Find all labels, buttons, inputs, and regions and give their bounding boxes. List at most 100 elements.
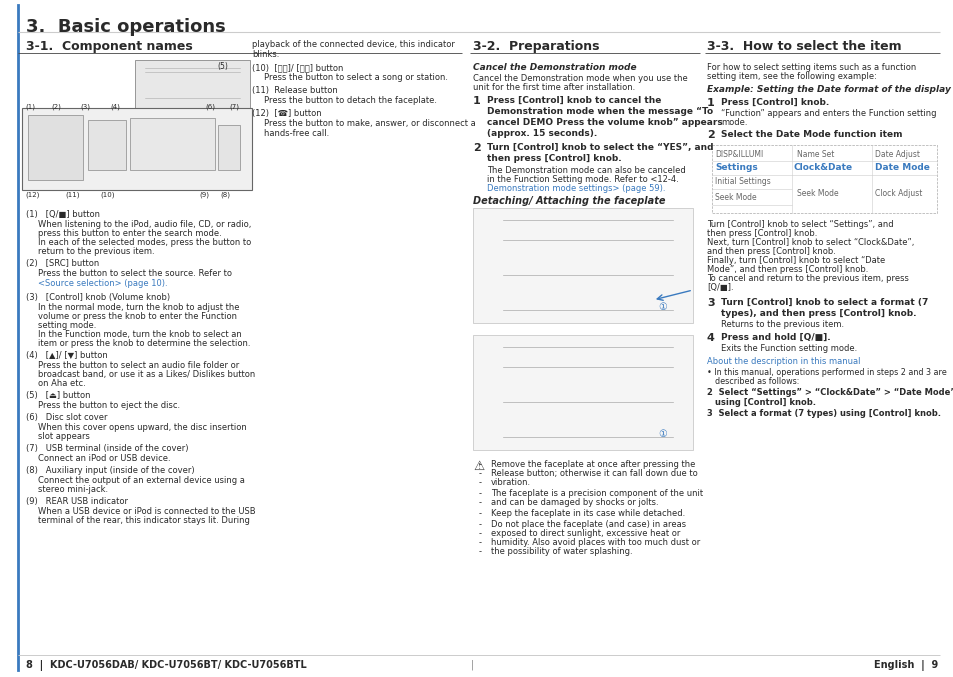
Text: DISP&ILLUMI: DISP&ILLUMI	[714, 150, 762, 159]
Text: on Aha etc.: on Aha etc.	[38, 379, 86, 388]
Text: Turn [Control] knob to select a format (7: Turn [Control] knob to select a format (…	[720, 298, 927, 307]
Text: (4): (4)	[110, 103, 120, 110]
Text: When listening to the iPod, audio file, CD, or radio,: When listening to the iPod, audio file, …	[38, 220, 251, 229]
Text: (5): (5)	[216, 62, 228, 71]
Text: Do not place the faceplate (and case) in areas: Do not place the faceplate (and case) in…	[491, 520, 685, 529]
Text: (3)   [Control] knob (Volume knob): (3) [Control] knob (Volume knob)	[26, 293, 170, 302]
Text: Next, turn [Control] knob to select “Clock&Date”,: Next, turn [Control] knob to select “Clo…	[706, 238, 913, 247]
Text: (6)   Disc slot cover: (6) Disc slot cover	[26, 413, 108, 422]
Text: Turn [Control] knob to select the “YES”, and: Turn [Control] knob to select the “YES”,…	[486, 143, 713, 152]
Text: -: -	[478, 509, 481, 518]
Text: (7)   USB terminal (inside of the cover): (7) USB terminal (inside of the cover)	[26, 444, 189, 453]
Bar	[218, 125, 240, 170]
Bar	[130, 118, 214, 170]
Text: vibration.: vibration.	[491, 478, 531, 487]
Text: Keep the faceplate in its case while detached.: Keep the faceplate in its case while det…	[491, 509, 684, 518]
Text: stereo mini-jack.: stereo mini-jack.	[38, 485, 108, 494]
Text: cancel DEMO Press the volume knob” appears: cancel DEMO Press the volume knob” appea…	[486, 118, 722, 127]
Text: mode.: mode.	[720, 118, 747, 127]
Text: then press [Control] knob.: then press [Control] knob.	[486, 154, 621, 163]
Text: the possibility of water splashing.: the possibility of water splashing.	[491, 547, 632, 556]
Text: [Q/■].: [Q/■].	[706, 283, 733, 292]
Text: (8): (8)	[220, 192, 230, 198]
Text: 1: 1	[473, 96, 480, 106]
Text: 1: 1	[706, 98, 714, 108]
Text: Press the button to select the source. Refer to: Press the button to select the source. R…	[38, 269, 232, 278]
Text: Press and hold [Q/■].: Press and hold [Q/■].	[720, 333, 830, 342]
Text: Press the button to select an audio file folder or: Press the button to select an audio file…	[38, 361, 239, 370]
Text: then press [Control] knob.: then press [Control] knob.	[706, 229, 817, 238]
Text: About the description in this manual: About the description in this manual	[706, 357, 860, 366]
Bar	[22, 108, 252, 190]
Text: 3: 3	[706, 298, 714, 308]
Text: -: -	[478, 547, 481, 556]
Text: in the Function Setting mode. Refer to <12-4.: in the Function Setting mode. Refer to <…	[486, 175, 678, 184]
Text: -: -	[478, 498, 481, 507]
Text: Press the button to eject the disc.: Press the button to eject the disc.	[38, 401, 180, 410]
Text: unit for the first time after installation.: unit for the first time after installati…	[473, 83, 635, 92]
Text: ⚠: ⚠	[473, 460, 484, 473]
Text: Press the button to make, answer, or disconnect a: Press the button to make, answer, or dis…	[264, 119, 476, 128]
Text: Example: Setting the Date format of the display: Example: Setting the Date format of the …	[706, 85, 950, 94]
Text: “Function” appears and enters the Function setting: “Function” appears and enters the Functi…	[720, 109, 936, 118]
Text: (4)   [▲]/ [▼] button: (4) [▲]/ [▼] button	[26, 351, 108, 360]
Text: -: -	[478, 469, 481, 478]
Text: (9)   REAR USB indicator: (9) REAR USB indicator	[26, 497, 128, 506]
Text: types), and then press [Control] knob.: types), and then press [Control] knob.	[720, 309, 916, 318]
Text: hands-free call.: hands-free call.	[264, 129, 329, 138]
Text: English  |  9: English | 9	[873, 660, 937, 671]
Text: ①: ①	[658, 429, 666, 439]
Text: broadcast band, or use it as a Likes/ Dislikes button: broadcast band, or use it as a Likes/ Di…	[38, 370, 255, 379]
Text: return to the previous item.: return to the previous item.	[38, 247, 154, 256]
Text: (12)  [☎] button: (12) [☎] button	[252, 109, 321, 118]
Text: (1)   [Q/■] button: (1) [Q/■] button	[26, 210, 100, 219]
Text: In each of the selected modes, press the button to: In each of the selected modes, press the…	[38, 238, 251, 247]
Text: Press the button to detach the faceplate.: Press the button to detach the faceplate…	[264, 96, 436, 105]
Text: (2)   [SRC] button: (2) [SRC] button	[26, 259, 99, 268]
Text: humidity. Also avoid places with too much dust or: humidity. Also avoid places with too muc…	[491, 538, 700, 547]
Text: <Source selection> (page 10).: <Source selection> (page 10).	[38, 279, 168, 288]
Text: 3  Select a format (7 types) using [Control] knob.: 3 Select a format (7 types) using [Contr…	[706, 409, 940, 418]
Text: Detaching/ Attaching the faceplate: Detaching/ Attaching the faceplate	[473, 196, 665, 206]
Text: (7): (7)	[229, 103, 239, 110]
Text: terminal of the rear, this indicator stays lit. During: terminal of the rear, this indicator sta…	[38, 516, 250, 525]
Text: -: -	[478, 460, 481, 469]
Text: 4: 4	[706, 333, 714, 343]
Text: 8  |  KDC-U7056DAB/ KDC-U7056BT/ KDC-U7056BTL: 8 | KDC-U7056DAB/ KDC-U7056BT/ KDC-U7056…	[26, 660, 307, 671]
Text: 3.  Basic operations: 3. Basic operations	[26, 18, 226, 36]
Text: Cancel the Demonstration mode when you use the: Cancel the Demonstration mode when you u…	[473, 74, 687, 83]
Text: When a USB device or iPod is connected to the USB: When a USB device or iPod is connected t…	[38, 507, 255, 516]
Text: Release button; otherwise it can fall down due to: Release button; otherwise it can fall do…	[491, 469, 697, 478]
Text: Initial Settings: Initial Settings	[714, 177, 770, 186]
Text: Mode”, and then press [Control] knob.: Mode”, and then press [Control] knob.	[706, 265, 867, 274]
Text: Press [Control] knob.: Press [Control] knob.	[720, 98, 828, 107]
Text: (5)   [⏏] button: (5) [⏏] button	[26, 391, 91, 400]
Text: Press [Control] knob to cancel the: Press [Control] knob to cancel the	[486, 96, 660, 105]
Text: (11): (11)	[65, 192, 79, 198]
Text: setting mode.: setting mode.	[38, 321, 96, 330]
Text: (10)  [⏮⏮]/ [⏭⏭] button: (10) [⏮⏮]/ [⏭⏭] button	[252, 63, 343, 72]
Text: Exits the Function setting mode.: Exits the Function setting mode.	[720, 344, 857, 353]
Text: 3-3.  How to select the item: 3-3. How to select the item	[706, 40, 901, 53]
Text: Turn [Control] knob to select “Settings”, and: Turn [Control] knob to select “Settings”…	[706, 220, 893, 229]
Text: (1): (1)	[25, 103, 35, 110]
Text: slot appears: slot appears	[38, 432, 90, 441]
Text: -: -	[478, 489, 481, 498]
Text: ①: ①	[658, 302, 666, 312]
Text: 2  Select “Settings” > “Clock&Date” > “Date Mode”: 2 Select “Settings” > “Clock&Date” > “Da…	[706, 388, 953, 397]
Text: and can be damaged by shocks or jolts.: and can be damaged by shocks or jolts.	[491, 498, 658, 507]
Text: 3-2.  Preparations: 3-2. Preparations	[473, 40, 598, 53]
Text: Returns to the previous item.: Returns to the previous item.	[720, 320, 843, 329]
Text: Seek Mode: Seek Mode	[714, 193, 756, 202]
Text: volume or press the knob to enter the Function: volume or press the knob to enter the Fu…	[38, 312, 236, 321]
Text: 3-1.  Component names: 3-1. Component names	[26, 40, 193, 53]
Bar	[711, 145, 936, 213]
Text: The faceplate is a precision component of the unit: The faceplate is a precision component o…	[491, 489, 702, 498]
Text: blinks.: blinks.	[252, 50, 279, 59]
Text: Date Adjust: Date Adjust	[874, 150, 919, 159]
Text: -: -	[478, 538, 481, 547]
Text: Seek Mode: Seek Mode	[796, 189, 838, 198]
Text: and then press [Control] knob.: and then press [Control] knob.	[706, 247, 835, 256]
Text: playback of the connected device, this indicator: playback of the connected device, this i…	[252, 40, 455, 49]
Text: Demonstration mode when the message “To: Demonstration mode when the message “To	[486, 107, 713, 116]
